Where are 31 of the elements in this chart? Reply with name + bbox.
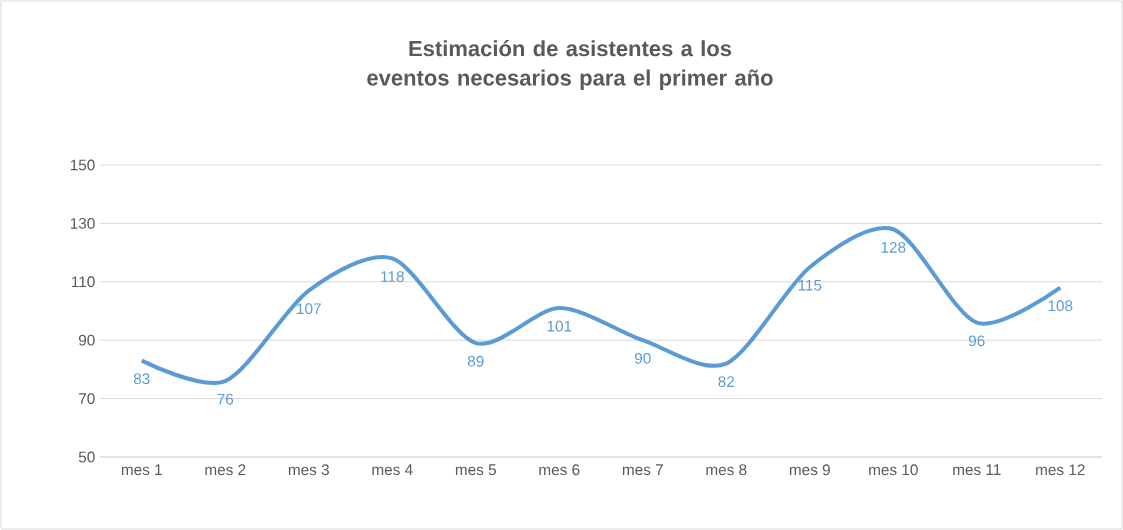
y-tick-label: 50 <box>78 451 95 463</box>
x-tick-label: mes 2 <box>205 464 246 476</box>
data-label: 96 <box>968 335 985 347</box>
x-tick-label: mes 10 <box>869 464 918 476</box>
x-tick-label: mes 6 <box>539 464 580 476</box>
x-tick-label: mes 11 <box>953 464 1001 476</box>
y-tick-label: 130 <box>70 217 95 229</box>
data-label: 82 <box>718 376 735 388</box>
data-label: 83 <box>133 373 150 385</box>
x-tick-label: mes 1 <box>121 464 162 476</box>
y-tick-label: 90 <box>78 334 95 346</box>
chart-title: Estimación de asistentes a los eventos necesarios para el primer año <box>367 39 773 90</box>
data-label: 107 <box>297 303 321 315</box>
data-label: 115 <box>798 279 822 291</box>
data-label: 89 <box>467 355 484 367</box>
data-label: 108 <box>1048 300 1073 312</box>
data-label: 76 <box>217 393 234 405</box>
y-tick-label: 150 <box>70 159 95 171</box>
x-tick-label: mes 7 <box>622 464 663 476</box>
x-tick-label: mes 5 <box>455 464 496 476</box>
data-label: 118 <box>381 271 404 282</box>
x-tick-label: mes 4 <box>372 464 413 476</box>
x-tick-label: mes 8 <box>706 464 747 476</box>
data-label: 128 <box>881 241 906 253</box>
data-label: 101 <box>547 320 572 332</box>
x-tick-label: mes 12 <box>1036 464 1085 476</box>
x-tick-label: mes 3 <box>288 464 329 476</box>
y-tick-label: 70 <box>79 393 95 405</box>
y-tick-label: 110 <box>72 276 95 288</box>
x-tick-label: mes 9 <box>789 464 830 476</box>
data-label: 90 <box>634 352 651 364</box>
